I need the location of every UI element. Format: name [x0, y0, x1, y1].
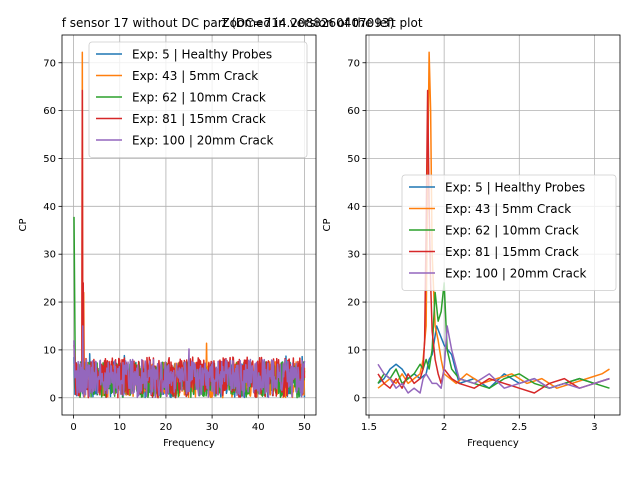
right-chart-axes-frame — [365, 34, 621, 416]
right-chart-title: Zoomed in version of the left plot — [221, 16, 422, 30]
right-chart-y-tick-label: 70 — [347, 58, 360, 69]
left-chart-legend: Exp: 5 | Healthy Probes Exp: 43 | 5mm Cra… — [88, 41, 308, 158]
left-chart-panel: 0 10 20 30 40 50 0 10 20 30 40 50 60 70 f sensor 17 w… — [18, 16, 394, 449]
right-chart-y-tick-label: 60 — [347, 106, 360, 117]
left-chart-y-tick-label: 50 — [43, 154, 56, 165]
left-chart-y-tick-label: 10 — [43, 345, 56, 356]
right-chart-y-tick-label: 20 — [347, 298, 360, 309]
left-chart-legend-label: Exp: 62 | 10mm Crack — [132, 91, 266, 105]
left-chart-title: f sensor 17 without DC part (DC=714.2088… — [62, 16, 395, 30]
right-chart-x-tick-label: 2 — [441, 422, 447, 433]
right-chart-legend-label: Exp: 81 | 15mm Crack — [445, 245, 579, 259]
right-chart-legend-label: Exp: 100 | 20mm Crack — [445, 267, 586, 281]
right-chart-y-axis-label: CP — [322, 218, 333, 231]
right-chart-series-line-2 — [377, 51, 610, 389]
right-chart-legend-label: Exp: 43 | 5mm Crack — [445, 202, 571, 216]
left-chart-x-tick-label: 30 — [206, 422, 219, 433]
right-chart-x-axis-label: Frequency — [467, 438, 519, 449]
right-chart-x-tick-label: 3 — [591, 422, 597, 433]
left-chart-legend-label: Exp: 81 | 15mm Crack — [132, 112, 266, 126]
right-chart-legend-label: Exp: 5 | Healthy Probes — [445, 181, 585, 195]
left-chart-legend-label: Exp: 100 | 20mm Crack — [132, 134, 273, 148]
left-chart-y-tick-label: 40 — [43, 202, 56, 213]
left-chart-x-axis-label: Frequency — [163, 438, 215, 449]
left-chart-x-tick-label: 50 — [298, 422, 311, 433]
right-chart-legend: Exp: 5 | Healthy Probes Exp: 43 | 5mm Cra… — [401, 174, 617, 291]
right-chart-series-line-5 — [377, 325, 610, 394]
left-chart-axes-frame — [61, 34, 317, 416]
left-chart-legend-label: Exp: 43 | 5mm Crack — [132, 69, 258, 83]
right-chart-series-line-4 — [377, 89, 610, 394]
right-chart-legend-box — [401, 174, 617, 291]
right-chart-y-tick-label: 40 — [347, 202, 360, 213]
left-chart-series — [73, 51, 306, 399]
right-chart-x-tick-label: 1.5 — [361, 422, 377, 433]
right-chart-y-tick-label: 0 — [354, 393, 360, 404]
left-chart-y-tick-label: 0 — [50, 393, 56, 404]
right-chart-series — [377, 51, 610, 394]
left-chart-y-tick-label: 20 — [43, 298, 56, 309]
left-chart-x-tick-label: 10 — [113, 422, 126, 433]
right-chart-y-tick-label: 50 — [347, 154, 360, 165]
left-chart-y-tick-label: 60 — [43, 106, 56, 117]
left-chart-series-line-5 — [73, 325, 306, 399]
right-chart-y-tick-label: 30 — [347, 250, 360, 261]
left-chart-legend-label: Exp: 5 | Healthy Probes — [132, 48, 272, 62]
right-chart-legend-label: Exp: 62 | 10mm Crack — [445, 224, 579, 238]
left-chart-ticks: 0 10 20 30 40 50 0 10 20 30 40 50 60 70 — [43, 58, 311, 433]
left-chart-y-tick-label: 70 — [43, 58, 56, 69]
left-chart-legend-box — [88, 41, 308, 158]
left-chart-y-tick-label: 30 — [43, 250, 56, 261]
right-chart-y-tick-label: 10 — [347, 345, 360, 356]
left-chart-x-tick-label: 20 — [160, 422, 173, 433]
left-chart-x-tick-label: 0 — [70, 422, 76, 433]
left-chart-x-tick-label: 40 — [252, 422, 265, 433]
left-chart-y-axis-label: CP — [18, 218, 29, 231]
right-chart-x-tick-label: 2.5 — [511, 422, 527, 433]
